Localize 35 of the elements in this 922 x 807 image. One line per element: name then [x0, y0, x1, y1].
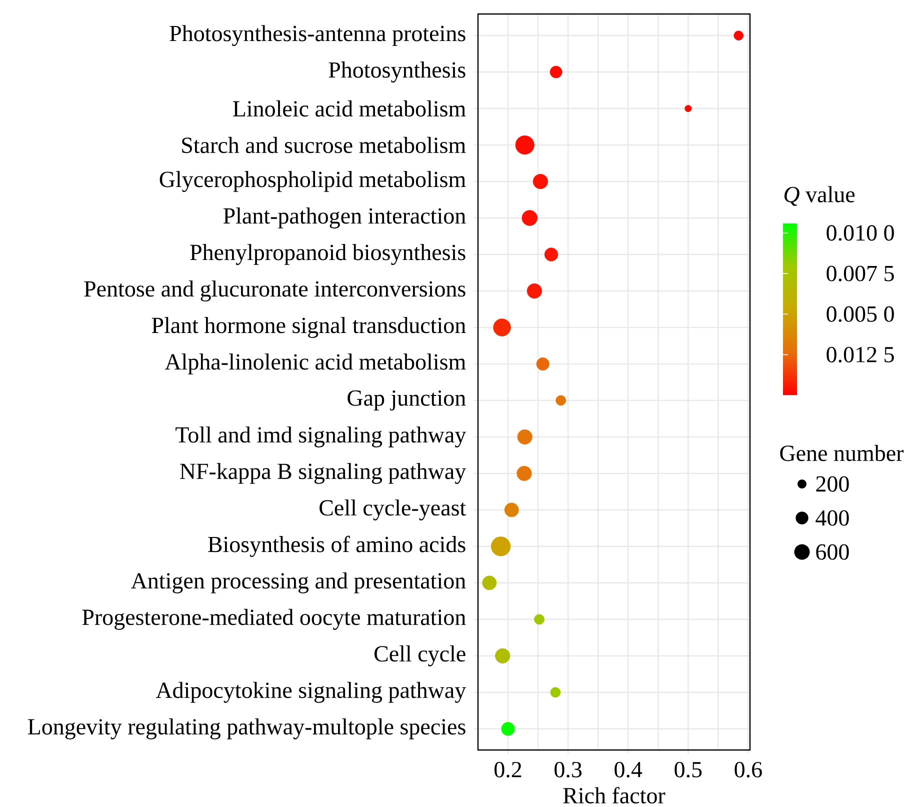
- y-tick-label: Adipocytokine signaling pathway: [156, 682, 466, 703]
- x-tick-label: 0.2: [494, 762, 522, 778]
- color-bar-title: Q value: [784, 186, 855, 206]
- y-tick-label: Progesterone-mediated oocyte maturation: [82, 608, 466, 630]
- legend-label: 600: [816, 544, 849, 560]
- legend-label: 400: [816, 510, 849, 526]
- legend-label: 200: [816, 476, 849, 492]
- color-bar-label: 0.005 0: [826, 306, 894, 322]
- y-tick-label: Photosynthesis: [328, 62, 466, 82]
- y-tick-label: Gap junction: [348, 390, 466, 410]
- y-tick-label: NF-kappa B signaling pathway: [180, 462, 466, 484]
- x-tick-label: 0.5: [674, 762, 702, 778]
- color-bar-label: 0.007 5: [826, 266, 894, 282]
- x-tick-label: 0.4: [614, 762, 642, 778]
- y-tick-label: Plant hormone signal transduction: [152, 316, 466, 338]
- y-tick-label: Longevity regulating pathway-multople species: [28, 718, 466, 740]
- y-tick-label: Phenylpropanoid biosynthesis: [190, 244, 466, 265]
- x-axis-title: Rich factor: [563, 787, 666, 804]
- y-tick-label: Linoleic acid metabolism: [233, 100, 466, 117]
- y-tick-label: Toll and imd signaling pathway: [176, 426, 466, 448]
- color-bar-label: 0.012 5: [826, 346, 894, 362]
- color-bar-label: 0.010 0: [826, 225, 894, 241]
- legend-title: Gene number: [780, 444, 904, 462]
- y-tick-label: Cell cycle-yeast: [320, 499, 466, 520]
- y-tick-label: Glycerophospholipid metabolism: [160, 171, 466, 192]
- y-tick-label: Starch and sucrose metabolism: [182, 136, 466, 154]
- y-tick-label: Photosynthesis-antenna proteins: [170, 25, 466, 46]
- y-tick-label: Plant-pathogen interaction: [223, 208, 466, 228]
- y-tick-label: Alpha-linolenic acid metabolism: [164, 354, 466, 374]
- x-tick-label: 0.6: [734, 762, 762, 778]
- x-tick-label: 0.3: [554, 762, 582, 778]
- y-tick-label: Biosynthesis of amino acids: [208, 536, 466, 557]
- y-tick-label: Pentose and glucuronate interconversions: [84, 280, 466, 302]
- y-tick-label: Cell cycle: [374, 645, 466, 666]
- y-tick-label: Antigen processing and presentation: [131, 572, 466, 594]
